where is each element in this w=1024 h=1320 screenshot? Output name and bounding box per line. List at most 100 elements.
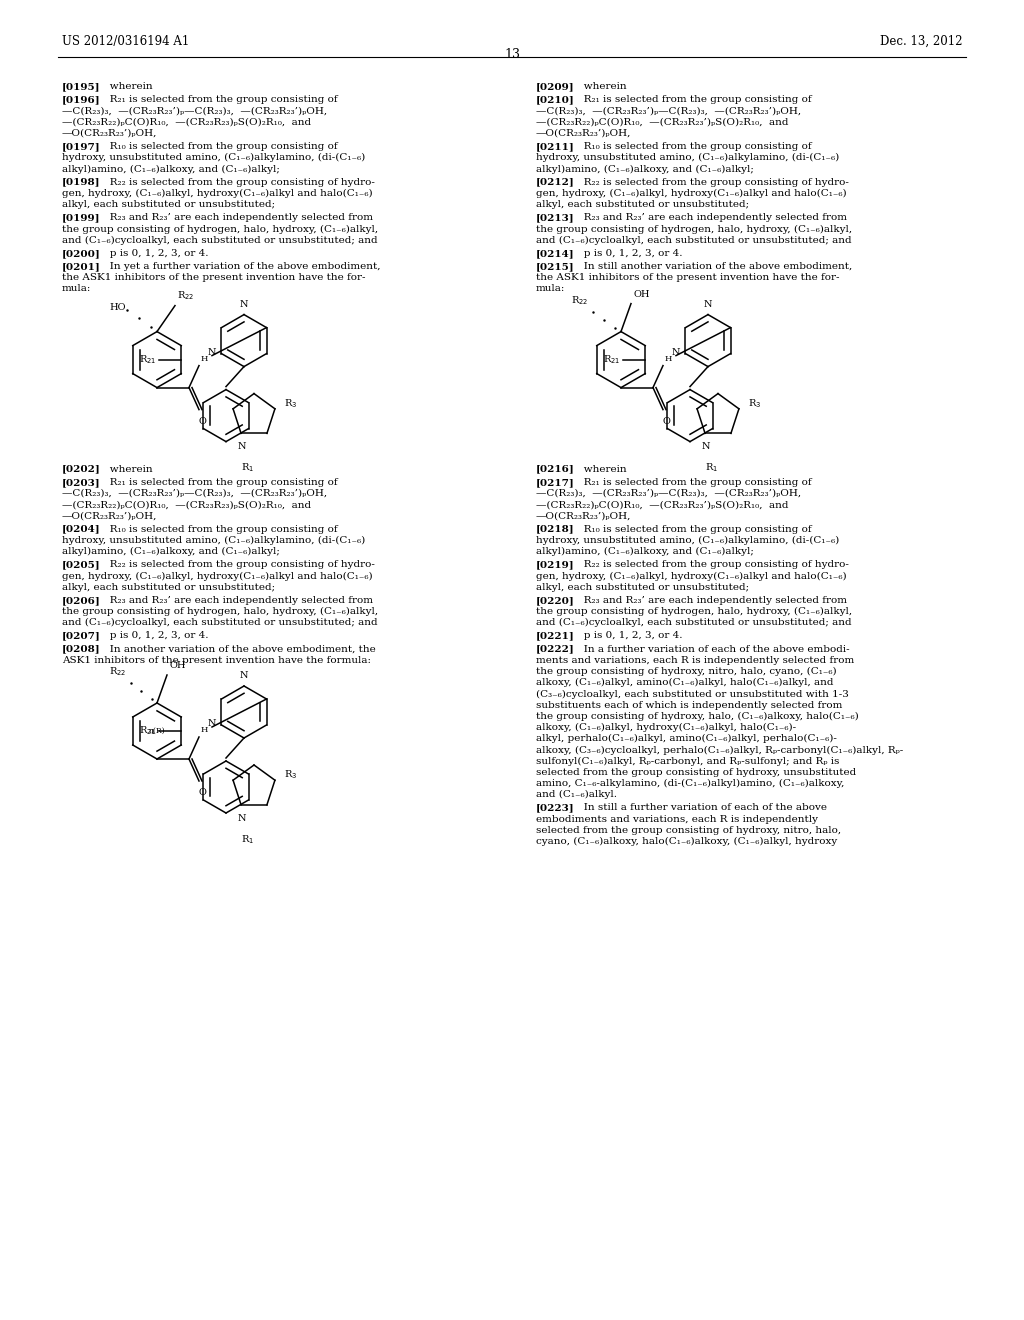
- Text: (C₃₋₆)cycloalkyl, each substituted or unsubstituted with 1-3: (C₃₋₆)cycloalkyl, each substituted or un…: [536, 689, 849, 698]
- Text: alkoxy, (C₁₋₆)alkyl, amino(C₁₋₆)alkyl, halo(C₁₋₆)alkyl, and: alkoxy, (C₁₋₆)alkyl, amino(C₁₋₆)alkyl, h…: [536, 678, 834, 688]
- Text: and (C₁₋₆)alkyl.: and (C₁₋₆)alkyl.: [536, 791, 617, 800]
- Text: wherein: wherein: [574, 82, 627, 91]
- Text: and (C₁₋₆)cycloalkyl, each substituted or unsubstituted; and: and (C₁₋₆)cycloalkyl, each substituted o…: [536, 235, 852, 244]
- Text: N: N: [701, 442, 711, 451]
- Text: N: N: [672, 347, 681, 356]
- Text: cyano, (C₁₋₆)alkoxy, halo(C₁₋₆)alkoxy, (C₁₋₆)alkyl, hydroxy: cyano, (C₁₋₆)alkoxy, halo(C₁₋₆)alkoxy, (…: [536, 837, 838, 846]
- Text: [0196]: [0196]: [62, 95, 100, 104]
- Text: N: N: [238, 814, 247, 822]
- Text: H: H: [665, 355, 673, 363]
- Text: [0215]: [0215]: [536, 261, 574, 271]
- Text: wherein: wherein: [574, 465, 627, 474]
- Text: [0218]: [0218]: [536, 524, 574, 533]
- Text: the group consisting of hydrogen, halo, hydroxy, (C₁₋₆)alkyl,: the group consisting of hydrogen, halo, …: [536, 607, 852, 616]
- Text: wherein: wherein: [100, 82, 153, 91]
- Text: —O(CR₂₃R₂₃’)ₚOH,: —O(CR₂₃R₂₃’)ₚOH,: [62, 129, 158, 137]
- Text: the ASK1 inhibitors of the present invention have the for-: the ASK1 inhibitors of the present inven…: [536, 273, 840, 282]
- Text: [0207]: [0207]: [62, 631, 100, 640]
- Text: alkyl)amino, (C₁₋₆)alkoxy, and (C₁₋₆)alkyl;: alkyl)amino, (C₁₋₆)alkoxy, and (C₁₋₆)alk…: [62, 165, 280, 173]
- Text: OH: OH: [169, 661, 185, 671]
- Text: O: O: [198, 417, 206, 425]
- Text: hydroxy, unsubstituted amino, (C₁₋₆)alkylamino, (di-(C₁₋₆): hydroxy, unsubstituted amino, (C₁₋₆)alky…: [536, 153, 840, 162]
- Text: [0209]: [0209]: [536, 82, 574, 91]
- Text: alkyl)amino, (C₁₋₆)alkoxy, and (C₁₋₆)alkyl;: alkyl)amino, (C₁₋₆)alkoxy, and (C₁₋₆)alk…: [536, 165, 754, 173]
- Text: alkyl)amino, (C₁₋₆)alkoxy, and (C₁₋₆)alkyl;: alkyl)amino, (C₁₋₆)alkoxy, and (C₁₋₆)alk…: [536, 546, 754, 556]
- Text: R₂₃ and R₂₃’ are each independently selected from: R₂₃ and R₂₃’ are each independently sele…: [100, 595, 373, 605]
- Text: the group consisting of hydroxy, nitro, halo, cyano, (C₁₋₆): the group consisting of hydroxy, nitro, …: [536, 667, 837, 676]
- Text: n(R): n(R): [148, 727, 165, 735]
- Text: sulfonyl(C₁₋₆)alkyl, Rₚ-carbonyl, and Rₚ-sulfonyl; and Rₚ is: sulfonyl(C₁₋₆)alkyl, Rₚ-carbonyl, and Rₚ…: [536, 756, 840, 766]
- Text: —O(CR₂₃R₂₃’)ₚOH,: —O(CR₂₃R₂₃’)ₚOH,: [62, 511, 158, 520]
- Text: embodiments and variations, each R is independently: embodiments and variations, each R is in…: [536, 814, 818, 824]
- Text: HO: HO: [109, 304, 126, 312]
- Text: [0198]: [0198]: [62, 178, 100, 186]
- Text: R$_{1}$: R$_{1}$: [241, 462, 254, 474]
- Text: selected from the group consisting of hydroxy, nitro, halo,: selected from the group consisting of hy…: [536, 826, 841, 834]
- Text: Dec. 13, 2012: Dec. 13, 2012: [880, 36, 962, 48]
- Text: R$_{3}$: R$_{3}$: [284, 397, 297, 411]
- Text: R₂₂ is selected from the group consisting of hydro-: R₂₂ is selected from the group consistin…: [100, 560, 375, 569]
- Text: substituents each of which is independently selected from: substituents each of which is independen…: [536, 701, 843, 710]
- Text: [0206]: [0206]: [62, 595, 100, 605]
- Text: [0195]: [0195]: [62, 82, 100, 91]
- Text: R₂₂ is selected from the group consisting of hydro-: R₂₂ is selected from the group consistin…: [100, 178, 375, 186]
- Text: N: N: [240, 300, 248, 309]
- Text: R₂₂ is selected from the group consisting of hydro-: R₂₂ is selected from the group consistin…: [574, 560, 849, 569]
- Text: the ASK1 inhibitors of the present invention have the for-: the ASK1 inhibitors of the present inven…: [62, 273, 366, 282]
- Text: alkoxy, (C₁₋₆)alkyl, hydroxy(C₁₋₆)alkyl, halo(C₁₋₆)-: alkoxy, (C₁₋₆)alkyl, hydroxy(C₁₋₆)alkyl,…: [536, 723, 796, 733]
- Text: R₂₁ is selected from the group consisting of: R₂₁ is selected from the group consistin…: [100, 478, 338, 487]
- Text: [0205]: [0205]: [62, 560, 100, 569]
- Text: [0219]: [0219]: [536, 560, 574, 569]
- Text: —(CR₂₃R₂₂)ₚC(O)R₁₀,  —(CR₂₃R₂₃’)ₚS(O)₂R₁₀,  and: —(CR₂₃R₂₂)ₚC(O)R₁₀, —(CR₂₃R₂₃’)ₚS(O)₂R₁₀…: [536, 117, 788, 127]
- Text: [0214]: [0214]: [536, 248, 574, 257]
- Text: ments and variations, each R is independently selected from: ments and variations, each R is independ…: [536, 656, 854, 665]
- Text: hydroxy, unsubstituted amino, (C₁₋₆)alkylamino, (di-(C₁₋₆): hydroxy, unsubstituted amino, (C₁₋₆)alky…: [62, 536, 366, 545]
- Text: R₁₀ is selected from the group consisting of: R₁₀ is selected from the group consistin…: [574, 524, 812, 533]
- Text: R₁₀ is selected from the group consisting of: R₁₀ is selected from the group consistin…: [100, 524, 338, 533]
- Text: [0212]: [0212]: [536, 178, 574, 186]
- Text: N: N: [208, 719, 216, 729]
- Text: N: N: [703, 300, 713, 309]
- Text: p is 0, 1, 2, 3, or 4.: p is 0, 1, 2, 3, or 4.: [100, 631, 209, 640]
- Text: OH: OH: [633, 289, 649, 298]
- Text: [0199]: [0199]: [62, 214, 100, 222]
- Text: —(CR₂₃R₂₂)ₚC(O)R₁₀,  —(CR₂₃R₂₃)ₚS(O)₂R₁₀,  and: —(CR₂₃R₂₂)ₚC(O)R₁₀, —(CR₂₃R₂₃)ₚS(O)₂R₁₀,…: [62, 117, 311, 127]
- Text: [0204]: [0204]: [62, 524, 100, 533]
- Text: R₂₂ is selected from the group consisting of hydro-: R₂₂ is selected from the group consistin…: [574, 178, 849, 186]
- Text: N: N: [240, 671, 248, 680]
- Text: gen, hydroxy, (C₁₋₆)alkyl, hydroxy(C₁₋₆)alkyl and halo(C₁₋₆): gen, hydroxy, (C₁₋₆)alkyl, hydroxy(C₁₋₆)…: [536, 572, 847, 581]
- Text: H: H: [201, 355, 208, 363]
- Text: R₁₀ is selected from the group consisting of: R₁₀ is selected from the group consistin…: [574, 143, 812, 150]
- Text: hydroxy, unsubstituted amino, (C₁₋₆)alkylamino, (di-(C₁₋₆): hydroxy, unsubstituted amino, (C₁₋₆)alky…: [62, 153, 366, 162]
- Text: R$_{3}$: R$_{3}$: [284, 768, 297, 781]
- Text: 13: 13: [504, 48, 520, 61]
- Text: [0213]: [0213]: [536, 214, 574, 222]
- Text: [0208]: [0208]: [62, 644, 100, 653]
- Text: —C(R₂₃)₃,  —(CR₂₃R₂₃’)ₚ—C(R₂₃)₃,  —(CR₂₃R₂₃’)ₚOH,: —C(R₂₃)₃, —(CR₂₃R₂₃’)ₚ—C(R₂₃)₃, —(CR₂₃R₂…: [62, 107, 327, 115]
- Text: R$_{21}$: R$_{21}$: [603, 354, 621, 366]
- Text: R₁₀ is selected from the group consisting of: R₁₀ is selected from the group consistin…: [100, 143, 338, 150]
- Text: p is 0, 1, 2, 3, or 4.: p is 0, 1, 2, 3, or 4.: [574, 248, 683, 257]
- Text: wherein: wherein: [100, 465, 153, 474]
- Text: [0217]: [0217]: [536, 478, 574, 487]
- Text: R$_{22}$: R$_{22}$: [177, 289, 195, 301]
- Text: alkyl)amino, (C₁₋₆)alkoxy, and (C₁₋₆)alkyl;: alkyl)amino, (C₁₋₆)alkoxy, and (C₁₋₆)alk…: [62, 546, 280, 556]
- Text: O: O: [198, 788, 206, 797]
- Text: R₂₃ and R₂₃’ are each independently selected from: R₂₃ and R₂₃’ are each independently sele…: [100, 214, 373, 222]
- Text: [0223]: [0223]: [536, 804, 574, 812]
- Text: [0197]: [0197]: [62, 143, 100, 150]
- Text: p is 0, 1, 2, 3, or 4.: p is 0, 1, 2, 3, or 4.: [574, 631, 683, 640]
- Text: [0203]: [0203]: [62, 478, 100, 487]
- Text: alkyl, each substituted or unsubstituted;: alkyl, each substituted or unsubstituted…: [62, 201, 275, 209]
- Text: In a further variation of each of the above embodi-: In a further variation of each of the ab…: [574, 644, 850, 653]
- Text: the group consisting of hydrogen, halo, hydroxy, (C₁₋₆)alkyl,: the group consisting of hydrogen, halo, …: [62, 224, 378, 234]
- Text: H: H: [201, 726, 208, 734]
- Text: alkyl, each substituted or unsubstituted;: alkyl, each substituted or unsubstituted…: [536, 201, 750, 209]
- Text: [0221]: [0221]: [536, 631, 574, 640]
- Text: alkoxy, (C₃₋₆)cycloalkyl, perhalo(C₁₋₆)alkyl, Rₚ-carbonyl(C₁₋₆)alkyl, Rₚ-: alkoxy, (C₃₋₆)cycloalkyl, perhalo(C₁₋₆)a…: [536, 746, 903, 755]
- Text: In still another variation of the above embodiment,: In still another variation of the above …: [574, 261, 852, 271]
- Text: —C(R₂₃)₃,  —(CR₂₃R₂₃’)ₚ—C(R₂₃)₃,  —(CR₂₃R₂₃’)ₚOH,: —C(R₂₃)₃, —(CR₂₃R₂₃’)ₚ—C(R₂₃)₃, —(CR₂₃R₂…: [536, 107, 801, 115]
- Text: and (C₁₋₆)cycloalkyl, each substituted or unsubstituted; and: and (C₁₋₆)cycloalkyl, each substituted o…: [536, 618, 852, 627]
- Text: alkyl, each substituted or unsubstituted;: alkyl, each substituted or unsubstituted…: [536, 582, 750, 591]
- Text: R$_{1}$: R$_{1}$: [241, 833, 254, 846]
